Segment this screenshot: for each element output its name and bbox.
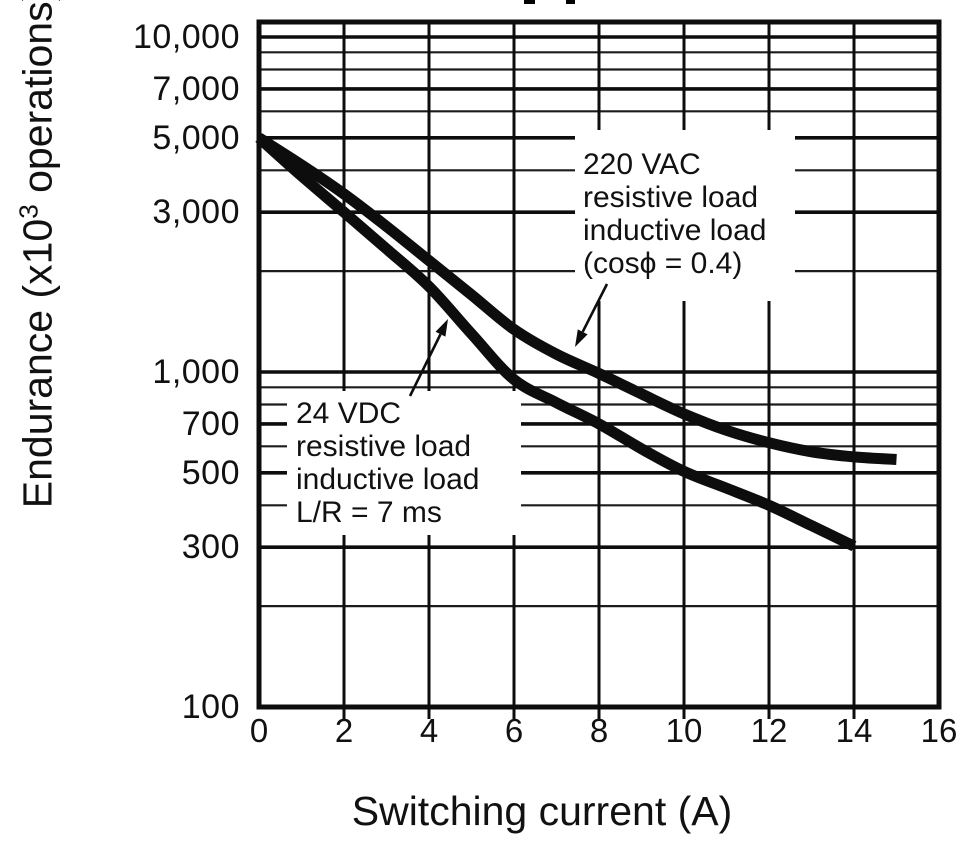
curve-layer [255,133,897,552]
annotation-220vac: 220 VAC resistive load inductive load (cosϕ… [575,130,795,301]
y-axis-title: Endurance (x103 operations) [13,0,62,509]
annotation-line: inductive load [583,214,767,247]
scan-artifact [524,0,535,4]
annotation-line: resistive load [583,181,759,214]
y-axis-title-text: Endurance (x10 [14,218,61,509]
series-curve-dc24 [255,133,857,552]
annotation-line: resistive load [296,430,472,463]
annotation-line: 24 VDC [296,397,402,430]
y-axis-title-superscript: 3 [13,204,44,219]
scan-artifact [566,0,575,4]
annotation-line: 220 VAC [583,148,701,181]
y-axis-title-text: operations) [14,0,61,205]
annotation-24vdc: 24 VDC resistive load inductive load L/R = … [287,391,521,535]
x-axis-title: Switching current (A) [351,788,733,834]
series-curve-ac220 [256,133,897,465]
annotation-line: L/R = 7 ms [296,496,442,529]
annotation-line: (cosϕ = 0.4) [583,247,743,280]
plot-frame [256,19,942,710]
annotation-line: inductive load [296,463,480,496]
grid-layer [259,22,939,707]
